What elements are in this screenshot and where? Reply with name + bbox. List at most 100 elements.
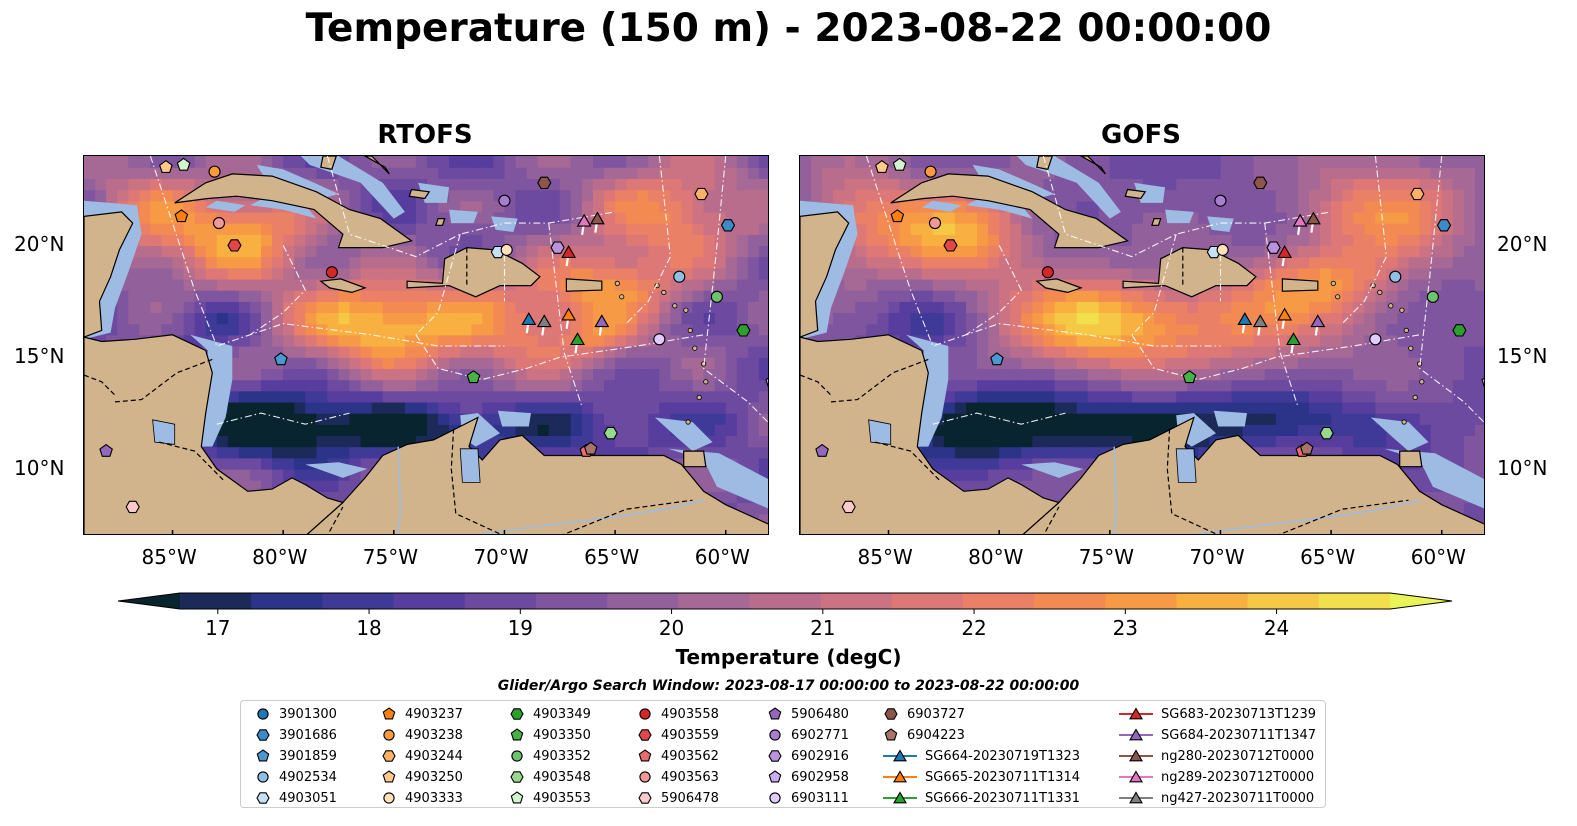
legend-entry: 4903238 [381,726,463,744]
observation-marker-4903563[interactable] [928,216,942,230]
shallow-shelf [205,200,246,212]
observation-marker-4903349[interactable] [736,324,751,337]
observation-marker-4903238[interactable] [208,165,221,178]
observation-marker-SG664-20230719T1323[interactable] [521,312,537,325]
observation-marker-4903333[interactable] [1216,243,1229,256]
observation-marker-4903250[interactable] [159,160,173,173]
observation-marker-4903237[interactable] [890,209,905,223]
legend-marker-hexagon-icon [884,708,898,720]
observation-marker-4902534[interactable] [673,270,686,283]
observation-marker-5906478[interactable] [125,500,140,514]
land-mass [800,334,1061,534]
observation-marker-SG683-20230713T1239[interactable] [561,244,577,258]
legend-entry: 5906480 [767,705,849,723]
observation-marker-SG664-20230719T1323[interactable] [1237,312,1253,325]
lon-tick-label: 80°W [968,545,1024,569]
observation-marker-4903333[interactable] [500,243,513,256]
observation-marker-6904223[interactable] [1299,441,1314,455]
observation-marker-ng280-20230712T0000[interactable] [1305,211,1321,225]
observation-marker-4902534[interactable] [1389,270,1402,283]
observation-marker-4903350[interactable] [466,370,481,384]
observation-marker-ng427-20230711T0000[interactable] [536,314,552,328]
observation-marker-3901686[interactable] [720,219,736,232]
observation-marker-4903244[interactable] [694,187,709,201]
island [1377,289,1383,295]
observation-marker-ng280-20230712T0000[interactable] [589,211,605,225]
observation-marker-5906478[interactable] [841,500,856,514]
observation-marker-SG665-20230711T1314[interactable] [561,307,577,321]
observation-marker-6902916[interactable] [1266,241,1281,254]
legend-marker-hexagon-icon [768,750,782,762]
observation-marker-ng427-20230711T0000[interactable] [1252,314,1268,328]
observation-marker-4903237[interactable] [174,209,189,223]
observation-marker-6903111[interactable] [653,333,666,346]
observation-marker-ng289-20230712T0000[interactable] [1292,213,1308,227]
observation-marker-6902958[interactable] [765,375,769,388]
shallow-shelf [906,334,949,447]
observation-marker-4903238[interactable] [924,165,937,178]
colorbar-extend-min [118,593,180,609]
shallow-shelf [491,216,518,232]
observation-marker-4903558[interactable] [325,266,338,279]
observation-marker-4903352[interactable] [1426,290,1439,303]
legend-label: 5906480 [791,706,849,722]
observation-marker-SG683-20230713T1239[interactable] [1277,244,1293,258]
observation-marker-6902916[interactable] [550,241,565,254]
legend-label: 4903558 [661,706,719,722]
observation-marker-4903352[interactable] [710,290,723,303]
observation-marker-4903559[interactable] [943,239,958,252]
observation-marker-5906480[interactable] [815,443,829,457]
observation-marker-SG666-20230711T1331[interactable] [1286,332,1301,346]
legend-marker-pentagon-icon [884,728,898,741]
observation-marker-SG684-20230711T1347[interactable] [594,314,610,328]
observation-marker-6904223[interactable] [583,441,598,455]
observation-marker-3901859[interactable] [990,352,1004,366]
shallow-shelf [921,200,962,212]
observation-marker-SG684-20230711T1347[interactable] [1310,314,1326,328]
legend-marker-hexagon-icon [256,792,270,804]
eez-boundary [625,156,671,324]
colorbar-bin [891,593,964,609]
observation-marker-4903563[interactable] [212,216,226,230]
observation-marker-6903111[interactable] [1369,333,1382,346]
island [696,394,702,400]
observation-marker-3901859[interactable] [274,352,288,366]
island [672,303,678,309]
shallow-shelf [305,462,368,478]
legend-marker-triangle-icon [883,749,917,762]
gofs-map-panel[interactable] [799,155,1485,535]
observation-marker-4903350[interactable] [1182,370,1197,384]
colorbar-bin [535,593,608,609]
observation-marker-4903250[interactable] [875,160,889,173]
observation-marker-6902771[interactable] [498,194,511,207]
observation-marker-4903553[interactable] [892,157,907,171]
observation-marker-4903548[interactable] [603,426,618,440]
observation-marker-4903558[interactable] [1041,266,1054,279]
observation-marker-6903727[interactable] [1253,176,1268,190]
observation-marker-4903559[interactable] [227,239,242,252]
colorbar-bin [1318,593,1391,609]
observation-marker-4903349[interactable] [1452,324,1467,337]
legend-label: 6902771 [791,727,849,743]
observation-marker-6903727[interactable] [537,176,552,190]
observation-marker-4903244[interactable] [1410,187,1425,201]
observation-marker-4903553[interactable] [176,157,191,171]
observation-marker-3901686[interactable] [1436,219,1452,232]
eez-boundary [703,156,768,423]
legend-label: 5906478 [661,790,719,806]
observation-marker-4903548[interactable] [1319,426,1334,440]
island [619,294,625,300]
observation-marker-5906480[interactable] [99,443,113,457]
legend-label: SG665-20230711T1314 [925,769,1081,785]
observation-marker-ng289-20230712T0000[interactable] [576,213,592,227]
shallow-shelf [449,209,478,224]
legend-entry: SG684-20230711T1347 [1119,726,1316,744]
rtofs-map-panel[interactable] [83,155,769,535]
observation-marker-SG665-20230711T1314[interactable] [1277,307,1293,321]
observation-marker-6902771[interactable] [1214,194,1227,207]
observation-marker-SG666-20230711T1331[interactable] [570,332,585,346]
shallow-shelf [1021,462,1084,478]
observation-marker-6902958[interactable] [1481,375,1485,388]
legend-marker-circle-icon [511,750,523,762]
colorbar-tick-label: 19 [508,616,533,640]
